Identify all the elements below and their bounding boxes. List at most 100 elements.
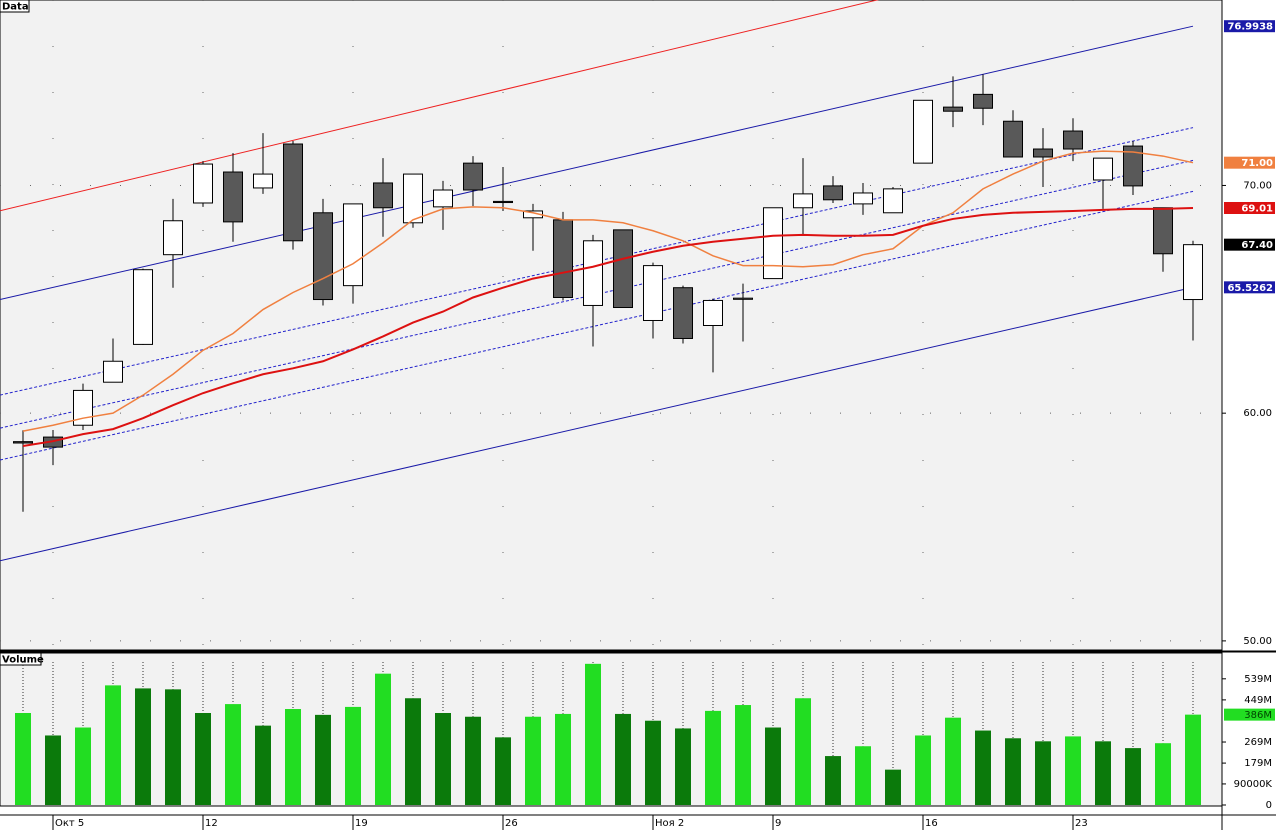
trend-line <box>0 0 880 212</box>
volume-bar <box>975 730 991 805</box>
volume-bar <box>855 746 871 805</box>
candle-body <box>913 99 933 164</box>
candle-body <box>1033 148 1053 158</box>
price-label-box <box>1224 156 1275 169</box>
volume-bar <box>525 716 541 805</box>
candle-body <box>703 299 723 326</box>
candle-body <box>193 163 213 204</box>
x-tick-label: 9 <box>775 818 781 829</box>
trend-line <box>0 25 1194 301</box>
y-tick-label: 539M <box>1244 674 1272 685</box>
candle-body <box>343 203 363 287</box>
candle-body <box>13 441 33 444</box>
volume-bar <box>345 706 361 805</box>
volume-bar <box>1185 714 1201 805</box>
price-label-box <box>1224 20 1275 33</box>
y-tick-label: 70.00 <box>1243 180 1272 191</box>
candle-body <box>433 189 453 208</box>
y-tick-label: 60.00 <box>1243 408 1272 419</box>
volume-bar <box>495 737 511 805</box>
candle-body <box>133 269 153 345</box>
candle-body <box>103 360 123 383</box>
candle-body <box>1123 145 1143 187</box>
y-tick-label: 269M <box>1244 737 1272 748</box>
volume-bar <box>375 673 391 805</box>
x-tick-label: Окт 5 <box>55 818 84 829</box>
candle-body <box>943 106 963 112</box>
trend-line <box>0 190 1194 461</box>
volume-bar <box>105 685 121 805</box>
candle-body <box>463 162 483 191</box>
candle-body <box>733 297 753 300</box>
candle-body <box>73 389 93 426</box>
candle-body <box>1063 130 1083 150</box>
candle-body <box>823 185 843 201</box>
candle-body <box>403 173 423 224</box>
volume-bar <box>945 717 961 805</box>
x-tick-label: 26 <box>505 818 518 829</box>
volume-bar <box>765 727 781 805</box>
volume-bar <box>1095 741 1111 805</box>
moving-average <box>22 206 1194 447</box>
volume-bar <box>675 728 691 805</box>
volume-bar <box>15 712 31 805</box>
volume-bar <box>705 710 721 805</box>
volume-bar <box>315 714 331 805</box>
volume-bar <box>1125 748 1141 805</box>
y-tick-label: 0 <box>1266 800 1272 811</box>
trend-line <box>0 286 1194 562</box>
volume-bar <box>885 769 901 805</box>
price-label: 67.40 <box>1241 240 1273 251</box>
candle-body <box>853 192 873 205</box>
volume-bar <box>45 735 61 805</box>
panel-title-box <box>0 652 42 666</box>
volume-bar <box>405 698 421 805</box>
volume-bar <box>915 735 931 805</box>
volume-bar <box>255 725 271 805</box>
volume-bar <box>645 720 661 805</box>
candle-body <box>373 182 393 209</box>
price-label-box <box>1224 201 1275 214</box>
candle-body <box>1003 120 1023 158</box>
volume-bar <box>465 716 481 805</box>
price-label-box <box>1224 281 1275 294</box>
volume-bar <box>285 709 301 805</box>
panel-title: Volume <box>2 655 44 666</box>
candle-body <box>613 229 633 309</box>
candle-body <box>223 171 243 223</box>
candle-body <box>793 193 813 209</box>
candle-body <box>1153 207 1173 255</box>
candle-body <box>1093 157 1113 181</box>
volume-bar <box>75 727 91 805</box>
candle-body <box>163 220 183 256</box>
candle-body <box>1183 244 1203 301</box>
volume-bar <box>555 713 571 805</box>
volume-bar <box>615 713 631 805</box>
x-tick-label: 19 <box>355 818 368 829</box>
y-tick-label: 90000K <box>1234 779 1273 790</box>
price-label-box <box>1224 238 1275 251</box>
x-tick-label: 23 <box>1075 818 1088 829</box>
volume-bar <box>795 698 811 805</box>
volume-bar <box>585 663 601 805</box>
volume-bar <box>1065 736 1081 805</box>
price-label: 76.9938 <box>1227 22 1273 33</box>
price-label: 65.5262 <box>1227 283 1273 294</box>
candle-body <box>883 188 903 214</box>
volume-bar <box>1005 738 1021 805</box>
candle-body <box>493 200 513 204</box>
y-tick-label: 50.00 <box>1243 636 1272 647</box>
price-label: 69.01 <box>1241 203 1273 214</box>
candle-body <box>283 143 303 242</box>
y-tick-label: 449M <box>1244 695 1272 706</box>
volume-bar <box>165 689 181 805</box>
price-panel <box>0 0 1223 651</box>
volume-bar <box>1155 743 1171 805</box>
volume-bar <box>135 688 151 805</box>
x-tick-label: Ноя 2 <box>655 818 684 829</box>
volume-bar <box>735 705 751 805</box>
x-tick-label: 12 <box>205 818 218 829</box>
candle-body <box>973 93 993 109</box>
volume-bar <box>225 704 241 805</box>
